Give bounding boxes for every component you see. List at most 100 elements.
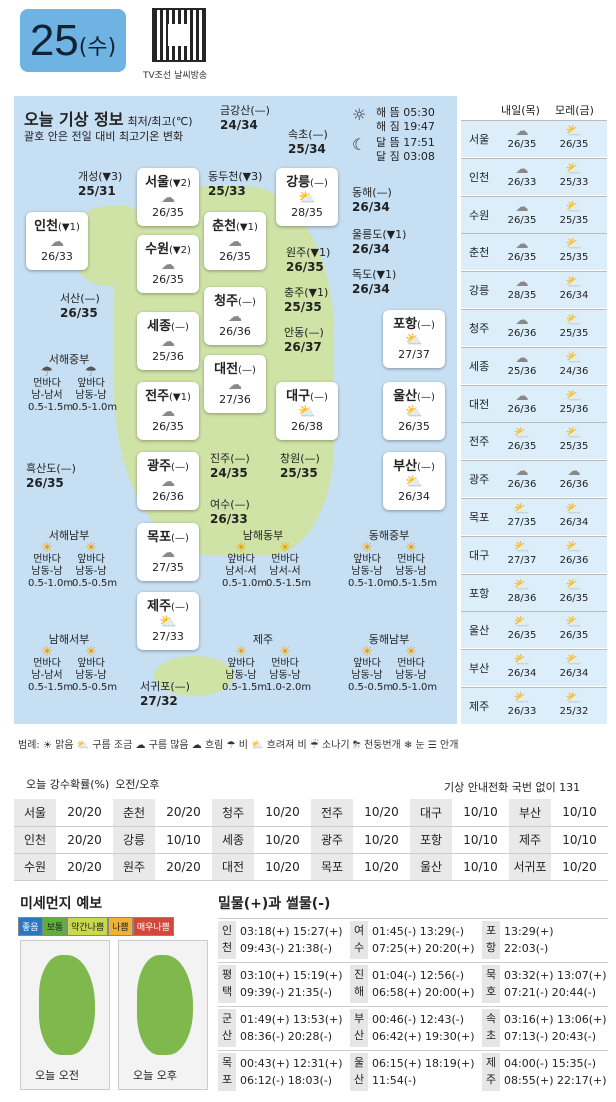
- city-name-text: 광주: [147, 459, 172, 474]
- sea-direction-row: 남동-남 남동-남: [344, 670, 434, 682]
- place-temp: 24/34: [220, 118, 258, 132]
- rain-value: 10/10: [551, 799, 608, 827]
- forecast-temp: 26/35: [507, 214, 537, 226]
- cloud-icon: ☁: [515, 199, 529, 215]
- rain-value: 20/20: [155, 799, 212, 827]
- cloud-icon: ☁: [161, 257, 175, 273]
- city-name: 포항(—): [383, 310, 445, 332]
- place-name: 금강산(—): [220, 104, 270, 117]
- forecast-row: 부산 ⛅ 26/34 ⛅ 26/34: [461, 649, 607, 687]
- forecast-temp: 28/35: [507, 290, 537, 302]
- cloud-icon: ☁: [228, 377, 242, 393]
- city-name: 대구(—): [276, 382, 338, 404]
- partly-sunny-icon: ⛅: [513, 426, 531, 442]
- sea-wave: 0.5-0.5m: [72, 682, 118, 693]
- city-delta: (—): [171, 533, 189, 544]
- forecast-cell: ⛅ 25/32: [549, 691, 599, 718]
- sea-direction-row: 남-남서 남동-남: [24, 670, 114, 682]
- place-temp: 25/35: [280, 466, 318, 480]
- city-card: 서울(▼2) ☁ 26/35: [137, 168, 199, 226]
- forecast-cell: ⛅ 28/36: [497, 578, 547, 605]
- place-temp: 26/34: [352, 282, 390, 296]
- rain-city: 서울: [14, 799, 56, 827]
- sea-wave: 0.5-0.5m: [348, 682, 394, 693]
- sea-wave: 0.5-1.0m: [72, 402, 118, 413]
- place-name: 동해(—): [352, 186, 392, 199]
- sea-wave-row: 0.5-1.0m 0.5-1.5m: [344, 578, 438, 590]
- forecast-cell: ☁ 28/35: [497, 275, 547, 302]
- city-delta: (—): [238, 297, 256, 308]
- forecast-row: 광주 ☁ 26/36 ☁ 26/36: [461, 460, 607, 498]
- sea-block: 동해중부 ☀ ☀ 앞바다 먼바다 남동-남 남동-남 0.5-1.0m 0.5-1.5m: [344, 529, 438, 590]
- city-name: 제주(—): [137, 592, 199, 614]
- forecast-temp: 26/35: [507, 441, 537, 453]
- sea-name: 동해중부: [368, 529, 410, 542]
- forecast-row: 목포 ⛅ 27/35 ⛅ 26/34: [461, 498, 607, 535]
- cloud-icon: ☁: [161, 545, 175, 561]
- partly-sunny-icon: ⛅: [565, 577, 583, 593]
- sea-zone: 먼바다: [33, 658, 61, 669]
- qr-code[interactable]: [152, 8, 206, 62]
- tide-table: 인천 03:18(+) 15:27(+) 09:43(-) 21:38(-) 여수 01…: [218, 918, 608, 1094]
- city-card: 세종(—) ☁ 25/36: [137, 312, 199, 370]
- sea-wave: 0.5-1.5m: [266, 578, 312, 589]
- sea-block: 서해남부 ☀ ☀ 먼바다 앞바다 남동-남 남동-남 0.5-1.0m 0.5-0.5m: [24, 530, 118, 590]
- rain-value: 10/20: [254, 799, 311, 827]
- tide-time-b: 07:25(+) 20:20(+): [372, 942, 475, 955]
- sun-icon: ☀: [40, 540, 54, 556]
- sea-wave: 0.5-0.5m: [72, 578, 118, 589]
- map-land-jeju: [154, 656, 234, 696]
- forecast-cell: ⛅ 25/35: [549, 237, 599, 264]
- rain-value: 20/20: [155, 853, 212, 881]
- sea-name: 남해동부: [242, 529, 284, 542]
- place-name: 안동(—): [284, 326, 324, 339]
- tide-row: 평택 03:10(+) 15:19(+) 09:39(-) 21:35(-) 진해 01…: [218, 962, 608, 1004]
- place-name: 원주(▼1): [286, 246, 331, 259]
- place-name: 창원(—): [280, 452, 320, 465]
- tide-time-a: 00:43(+) 12:31(+): [240, 1057, 343, 1070]
- sun-icon: ☀: [278, 644, 292, 660]
- forecast-cell: ☁ 26/36: [549, 464, 599, 491]
- tide-times: 04:00(-) 15:35(-) 08:55(+) 22:17(+): [504, 1055, 607, 1089]
- forecast-temp: 26/36: [559, 554, 589, 566]
- tide-times: 03:32(+) 13:07(+) 07:21(-) 20:44(-): [504, 967, 607, 1001]
- rain-city: 제주: [509, 826, 551, 854]
- rain-value: 20/20: [56, 799, 113, 827]
- sea-zone: 앞바다: [353, 554, 381, 565]
- city-card: 포항(—) ⛅ 27/37: [383, 310, 445, 368]
- forecast-city: 춘천: [469, 246, 490, 260]
- city-name-text: 제주: [147, 599, 172, 614]
- sun-moon-times: ☼ 해 뜸 05:30 해 짐 19:47 ☾ 달 뜸 17:51 달 짐 03…: [352, 106, 457, 166]
- cloud-icon: ☁: [515, 275, 529, 291]
- sea-direction: 남동-남: [31, 566, 63, 577]
- sea-block: 남해서부 ☀ ☀ 먼바다 앞바다 남-남서 남동-남 0.5-1.5m 0.5-0.5m: [24, 634, 118, 694]
- forecast-city: 전주: [469, 435, 490, 449]
- city-name-text: 부산: [393, 459, 418, 474]
- sea-zone-row: 먼바다 앞바다: [24, 658, 114, 670]
- forecast-temp: 26/34: [559, 290, 589, 302]
- rain-value: 20/20: [56, 826, 113, 854]
- place-label: 서귀포(—) 27/32: [140, 680, 190, 708]
- rain-city: 대전: [212, 853, 254, 881]
- forecast-cell: ⛅ 25/35: [549, 200, 599, 227]
- city-card: 대전(—) ☁ 27/36: [204, 355, 266, 413]
- sea-direction-row: 남동-남 남동-남: [24, 566, 114, 578]
- forecast-temp: 26/36: [507, 479, 537, 491]
- sunrise: 해 뜸 05:30: [376, 106, 435, 119]
- city-name-text: 춘천: [212, 219, 237, 234]
- city-name: 수원(▼2): [137, 235, 199, 257]
- partly-sunny-icon: ⛅: [405, 474, 423, 490]
- sea-wave: 0.5-1.5m: [392, 578, 438, 589]
- cloud-icon: ☁: [515, 313, 529, 328]
- sea-icons: ☀ ☀: [344, 541, 434, 555]
- city-card: 청주(—) ☁ 26/36: [204, 287, 266, 345]
- tide-time-b: 06:42(+) 19:30(+): [372, 1030, 475, 1043]
- forecast-cell: ⛅ 26/34: [549, 653, 599, 680]
- forecast-temp: 26/36: [507, 403, 537, 415]
- sea-direction: 남동-남: [395, 566, 427, 577]
- forecast-panel: 내일(목) 모레(금) 서울 ☁ 26/35 ⛅ 26/35 인천 ☁ 26/33 ⛅ 25/33…: [461, 96, 607, 724]
- tide-time-a: 13:29(+): [504, 925, 554, 938]
- city-card: 광주(—) ☁ 26/36: [137, 452, 199, 510]
- dust-level: 좋음: [18, 917, 43, 936]
- sea-direction: 남동-남: [395, 670, 427, 681]
